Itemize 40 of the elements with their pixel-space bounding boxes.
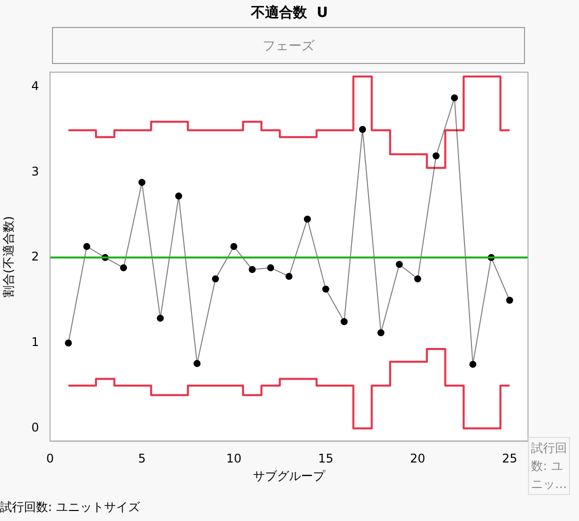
chart-title: 不適合数 U (250, 4, 330, 22)
x-tick-label: 5 (138, 452, 146, 466)
point (156, 314, 164, 322)
point (359, 126, 366, 133)
point (175, 192, 182, 200)
point (194, 360, 201, 367)
x-tick-label: 10 (226, 452, 242, 466)
y-tick-label: 4 (31, 78, 39, 93)
text: 試行回数: ユニッ… (528, 437, 570, 495)
point (396, 260, 403, 268)
point (212, 275, 219, 282)
point (469, 360, 476, 368)
x-tick-label: 25 (502, 452, 518, 466)
point (377, 329, 384, 336)
text: フェーズ (52, 27, 525, 64)
point (120, 264, 128, 272)
y-axis-title: 割合(不適合数) (1, 216, 16, 298)
point (138, 178, 146, 186)
y-tick-label: 0 (31, 420, 39, 435)
point (340, 318, 348, 326)
point (248, 266, 256, 274)
point (267, 264, 274, 272)
x-tick-label: 0 (46, 452, 54, 466)
point (83, 242, 90, 250)
y-tick-label: 1 (31, 335, 39, 350)
point (286, 272, 292, 280)
y-tick-label: 2 (31, 250, 39, 264)
y-tick-label: 3 (31, 164, 39, 178)
x-tick-label: 15 (318, 452, 334, 466)
point (450, 94, 458, 102)
text: 試行回数: ユニットサイズ (0, 499, 140, 516)
point (230, 242, 238, 250)
x-axis-title: サブグループ (253, 468, 326, 483)
point (506, 296, 514, 304)
x-tick-label: 20 (410, 452, 426, 466)
point (432, 152, 440, 160)
point (64, 339, 72, 346)
point (414, 275, 422, 282)
point (322, 286, 330, 293)
point (304, 216, 311, 223)
